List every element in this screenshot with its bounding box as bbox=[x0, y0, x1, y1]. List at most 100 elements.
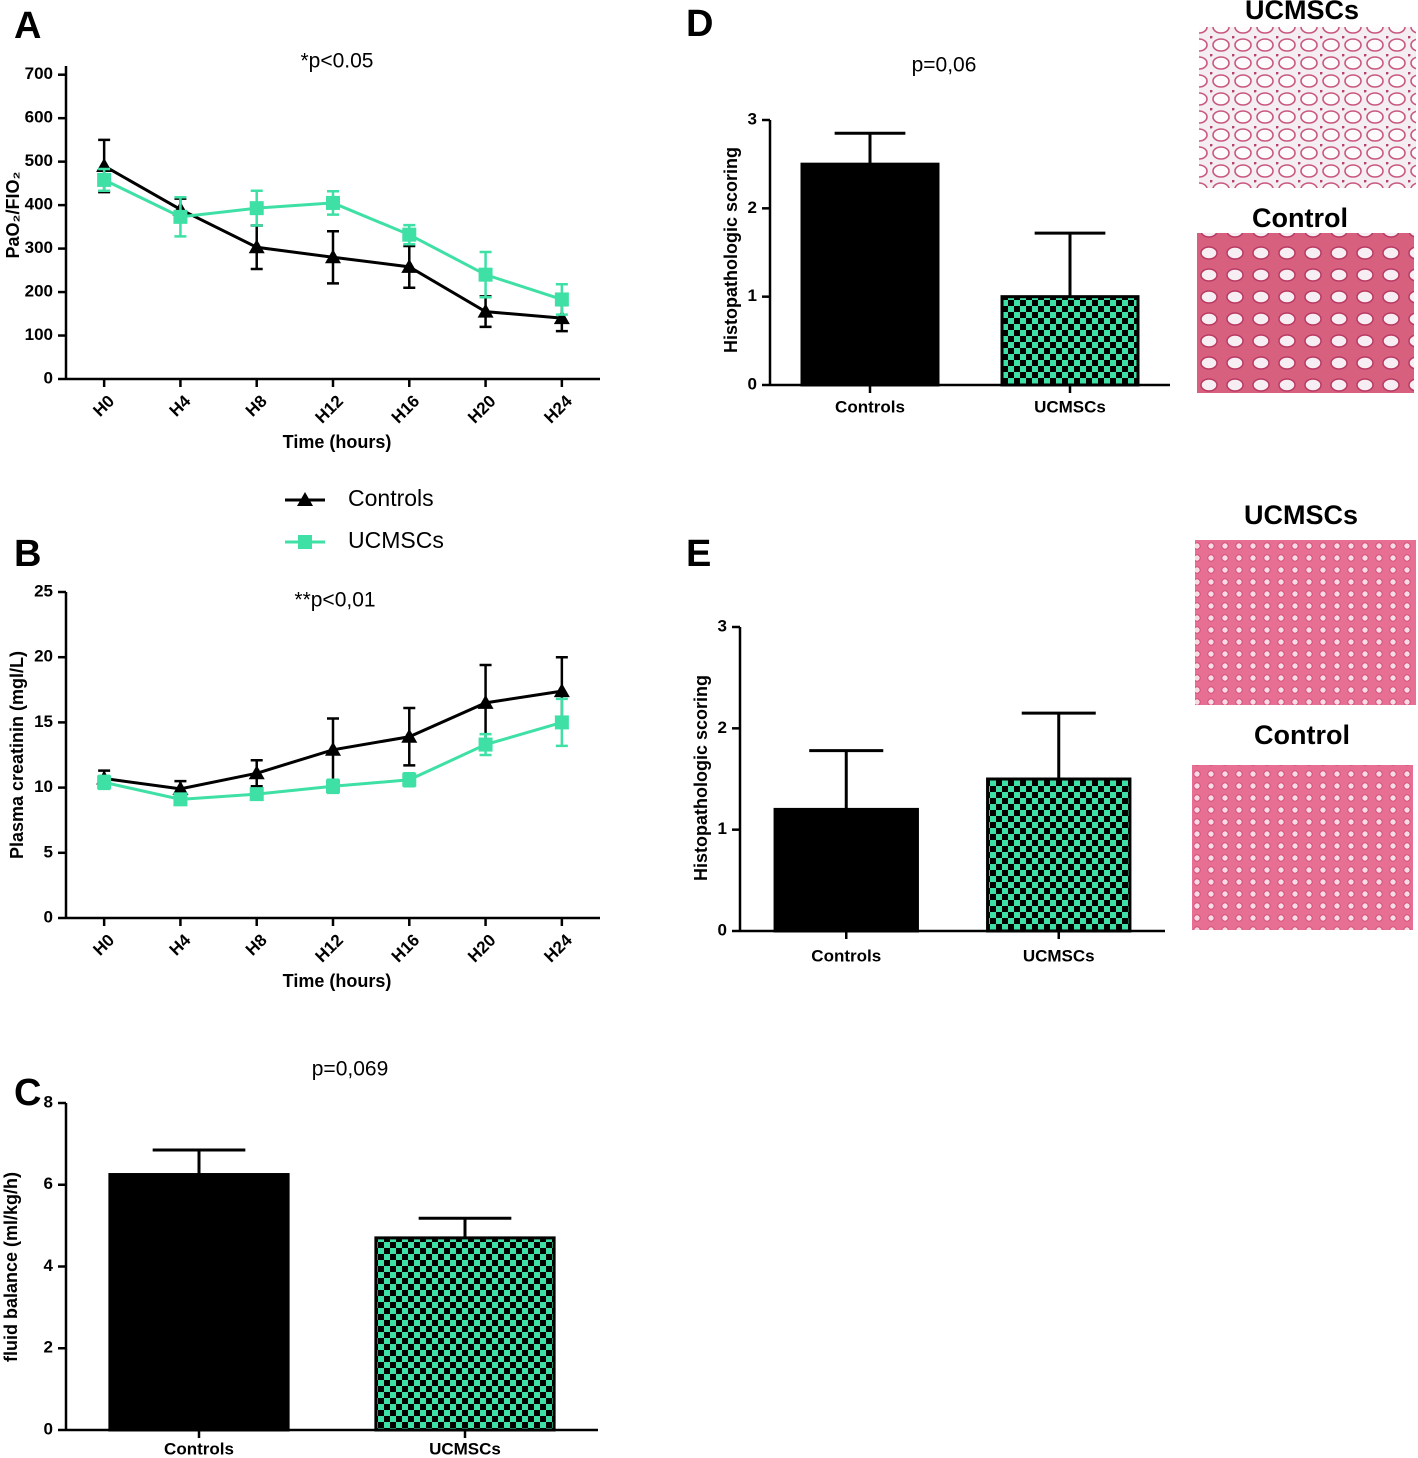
annotation: **p<0,01 bbox=[294, 589, 375, 612]
point bbox=[249, 787, 264, 802]
y-axis-label: Histopathologic scoring bbox=[721, 147, 741, 353]
y-tick-label: 0 bbox=[718, 920, 727, 939]
y-tick-label: 3 bbox=[718, 616, 727, 635]
point bbox=[172, 780, 189, 795]
legend-label: UCMSCs bbox=[348, 527, 444, 553]
point bbox=[326, 195, 340, 210]
point bbox=[248, 765, 265, 780]
point bbox=[478, 267, 493, 282]
y-tick-label: 2 bbox=[748, 198, 757, 217]
point bbox=[401, 728, 418, 743]
bar bbox=[800, 162, 940, 387]
error-bar bbox=[809, 749, 884, 810]
y-tick-label: 6 bbox=[44, 1174, 53, 1193]
x-tick-label: H16 bbox=[388, 392, 423, 427]
y-tick-label: 1 bbox=[748, 286, 757, 305]
point bbox=[554, 715, 569, 730]
x-tick-label: Controls bbox=[811, 946, 881, 965]
legend-label: Controls bbox=[348, 485, 434, 511]
y-tick-label: 20 bbox=[34, 647, 53, 666]
y-tick-label: 10 bbox=[34, 777, 53, 796]
point bbox=[249, 201, 264, 216]
x-tick-label: H4 bbox=[166, 930, 195, 959]
y-axis-label: fluid balance (ml/kg/h) bbox=[1, 1172, 21, 1362]
y-tick-label: 2 bbox=[44, 1338, 53, 1357]
legend-marker bbox=[298, 535, 312, 549]
y-tick-label: 0 bbox=[44, 907, 53, 926]
y-axis-label: Histopathologic scoring bbox=[691, 675, 711, 881]
point bbox=[97, 775, 112, 790]
x-tick-label: H8 bbox=[242, 931, 271, 960]
y-axis-label: Plasma creatinin (mgl/L) bbox=[7, 651, 27, 859]
panel-label: C bbox=[14, 1072, 41, 1114]
x-tick-label: H12 bbox=[312, 392, 347, 427]
error-bar bbox=[1021, 711, 1096, 779]
y-axis-label: PaO₂/FIO₂ bbox=[3, 171, 23, 258]
y-tick-label: 15 bbox=[34, 712, 53, 731]
histology-image bbox=[1197, 233, 1414, 393]
x-tick-label: Controls bbox=[835, 397, 905, 416]
y-tick-label: 4 bbox=[44, 1256, 54, 1275]
y-tick-label: 2 bbox=[718, 718, 727, 737]
error-bar bbox=[1034, 231, 1106, 297]
annotation: p=0,069 bbox=[312, 1058, 389, 1081]
point bbox=[477, 694, 494, 709]
image-label: Control bbox=[1252, 203, 1348, 233]
y-tick-label: 1 bbox=[718, 819, 727, 838]
point bbox=[248, 239, 265, 254]
y-tick-label: 5 bbox=[44, 842, 53, 861]
y-tick-label: 600 bbox=[25, 108, 53, 127]
point bbox=[173, 209, 188, 224]
annotation: p=0,06 bbox=[912, 54, 977, 77]
y-tick-label: 3 bbox=[748, 109, 757, 128]
error-bar bbox=[834, 131, 906, 165]
panel-label: D bbox=[686, 3, 713, 45]
x-tick-label: H20 bbox=[464, 931, 499, 966]
point bbox=[401, 258, 418, 273]
point bbox=[477, 303, 494, 318]
y-tick-label: 0 bbox=[748, 374, 757, 393]
x-tick-label: H16 bbox=[388, 931, 423, 966]
annotation: *p<0.05 bbox=[301, 50, 374, 73]
x-tick-label: H20 bbox=[464, 392, 499, 427]
point bbox=[325, 249, 341, 264]
y-tick-label: 8 bbox=[44, 1092, 53, 1111]
bar bbox=[108, 1173, 290, 1432]
histology-image bbox=[1192, 765, 1413, 930]
y-tick-label: 0 bbox=[44, 368, 53, 387]
y-tick-label: 25 bbox=[34, 581, 53, 600]
point bbox=[553, 310, 570, 325]
x-tick-label: H12 bbox=[312, 931, 347, 966]
x-axis-label: Time (hours) bbox=[283, 971, 392, 991]
point bbox=[97, 172, 112, 187]
y-tick-label: 0 bbox=[44, 1419, 53, 1438]
y-tick-label: 200 bbox=[25, 282, 53, 301]
panel-label: B bbox=[14, 533, 41, 575]
x-tick-label: H0 bbox=[89, 392, 118, 421]
bar bbox=[374, 1236, 556, 1432]
x-tick-label: H24 bbox=[540, 391, 576, 427]
image-label: UCMSCs bbox=[1245, 0, 1359, 25]
x-tick-label: UCMSCs bbox=[1034, 397, 1106, 416]
histology-image bbox=[1199, 27, 1416, 188]
y-tick-label: 400 bbox=[25, 195, 53, 214]
x-axis-label: Time (hours) bbox=[283, 432, 392, 452]
panel-label: E bbox=[686, 533, 711, 575]
image-label: Control bbox=[1254, 720, 1350, 750]
point bbox=[478, 737, 493, 752]
point bbox=[402, 227, 417, 242]
x-tick-label: H8 bbox=[242, 392, 271, 421]
x-tick-label: UCMSCs bbox=[1023, 946, 1095, 965]
image-label: UCMSCs bbox=[1244, 500, 1358, 530]
bar bbox=[1000, 295, 1140, 387]
histology-image bbox=[1195, 540, 1416, 705]
y-tick-label: 300 bbox=[25, 238, 53, 257]
x-tick-label: Controls bbox=[164, 1439, 234, 1458]
x-tick-label: H24 bbox=[540, 930, 576, 966]
bar bbox=[773, 807, 919, 933]
x-tick-label: UCMSCs bbox=[429, 1439, 501, 1458]
y-tick-label: 500 bbox=[25, 151, 53, 170]
point bbox=[553, 683, 570, 698]
point bbox=[402, 772, 417, 787]
